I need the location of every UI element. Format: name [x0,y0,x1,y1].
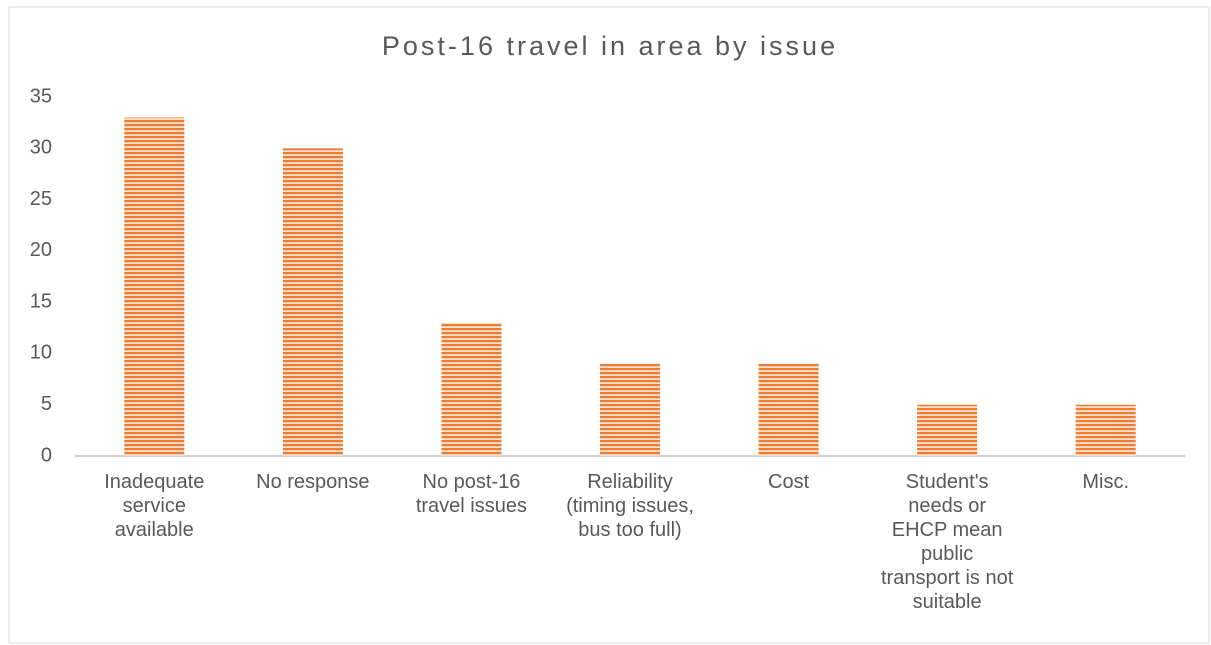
x-tick-label: Misc. [1082,471,1130,493]
x-tick-label: Cost [768,471,810,493]
x-tick-label-box: No response [256,471,370,493]
y-tick-label: 20 [30,239,52,261]
y-tick-label: 0 [41,444,52,466]
bar [917,404,978,456]
x-tick-label-box: Reliability (timing issues, bus too full… [566,471,694,541]
y-tick-label: 10 [30,342,52,364]
x-tick-label-box: Cost [768,471,810,493]
chart-title: Post-16 travel in area by issue [382,31,838,61]
x-tick-label-box: No post-16 travel issues [415,471,527,517]
y-tick-label: 30 [30,137,52,159]
chart-frame [8,6,1210,644]
y-tick-label: 15 [30,290,52,312]
bar [600,363,660,456]
y-tick-label: 5 [41,393,52,415]
x-tick-label: Reliability (timing issues, bus too full… [566,471,694,541]
bar [124,117,185,456]
x-tick-label: No post-16 travel issues [415,471,527,517]
x-tick-label: Student's needs or EHCP mean public tran… [880,471,1014,613]
x-tick-label: No response [256,471,370,493]
bar [1075,404,1136,456]
x-tick-label: Inadequate service available [104,471,205,541]
bar [758,363,819,456]
bar [441,322,502,456]
y-tick-label: 25 [30,188,52,210]
y-tick-label: 35 [30,85,52,107]
x-tick-label-box: Student's needs or EHCP mean public tran… [880,471,1014,613]
x-tick-label-box: Inadequate service available [104,471,205,541]
x-tick-label-box: Misc. [1082,471,1130,493]
bar [282,148,343,457]
